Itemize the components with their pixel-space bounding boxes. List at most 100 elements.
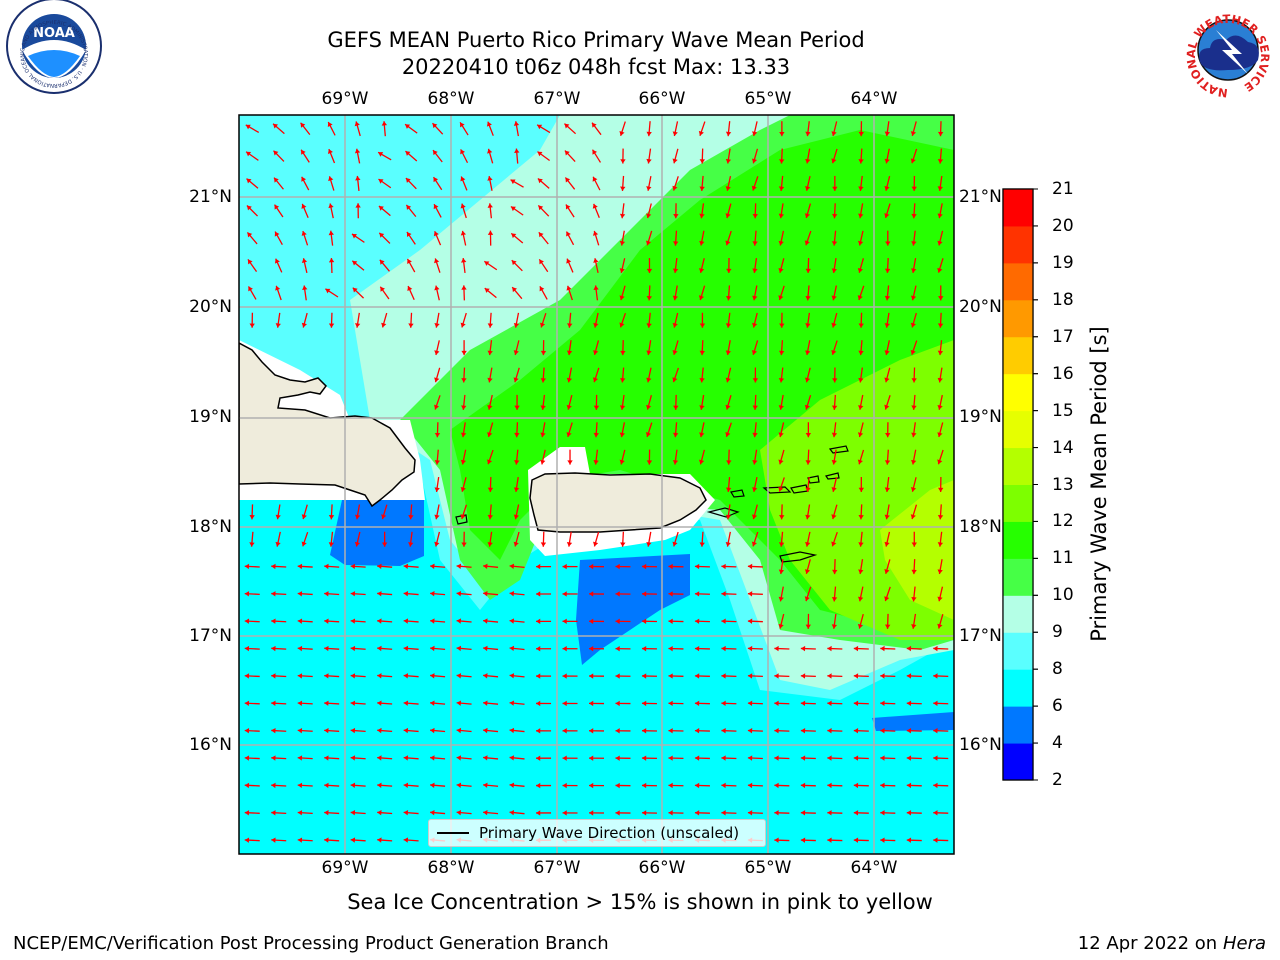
colorbar-bin (1003, 558, 1033, 596)
wave-arrow-head (589, 782, 594, 789)
wave-arrow-head (456, 591, 462, 597)
wave-arrow-head (593, 322, 599, 328)
wave-arrow-head (937, 267, 943, 273)
wave-arrow-head (672, 158, 678, 164)
wave-arrow-head (725, 186, 731, 191)
wave-arrow-head (937, 596, 943, 602)
wave-arrow-head (721, 591, 726, 597)
wave-arrow-head (620, 159, 626, 164)
colorbar-tick-label: 16 (1052, 363, 1074, 384)
wave-arrow-head (562, 700, 567, 707)
wave-arrow-head (937, 623, 943, 629)
wave-arrow-head (562, 646, 567, 652)
wave-arrow-head (721, 755, 726, 761)
wave-arrow-head (430, 673, 435, 679)
wave-arrow-head (747, 810, 753, 816)
wave-arrow-head (324, 782, 329, 789)
wave-arrow-head (512, 287, 518, 293)
colorbar-tick-label: 4 (1052, 733, 1063, 754)
wave-arrow-head (752, 378, 759, 383)
wave-arrow-head (668, 782, 673, 789)
wave-arrow-head (699, 350, 705, 356)
wave-arrow-head (858, 323, 864, 328)
wave-arrow-head (646, 186, 652, 191)
wave-arrow-head (536, 728, 541, 734)
wave-arrow-head (591, 122, 597, 128)
wave-arrow-head (328, 258, 335, 263)
wave-arrow-head (461, 258, 467, 263)
wave-arrow-head (853, 728, 859, 734)
lat-label-left-21n: 21°N (189, 187, 232, 207)
wave-arrow-head (461, 542, 467, 547)
wave-arrow-head (880, 645, 885, 652)
wave-arrow-head (460, 514, 466, 520)
wave-arrow-head (271, 782, 276, 789)
wave-arrow-head (271, 591, 276, 597)
wave-arrow-head (274, 177, 279, 183)
wave-arrow-head (933, 673, 938, 679)
wave-arrow-head (641, 782, 647, 789)
wave-arrow-head (249, 542, 255, 547)
lat-label-right-20n: 20°N (959, 297, 1002, 317)
wave-arrow-head (668, 673, 673, 679)
wave-arrow-head (511, 233, 517, 239)
wave-arrow-head (355, 323, 361, 328)
wave-arrow-head (325, 288, 331, 294)
wave-arrow-head (641, 645, 647, 652)
wave-arrow-head (271, 727, 276, 734)
wave-arrow-head (725, 377, 731, 383)
wave-arrow-head (778, 240, 784, 246)
gridlines (239, 115, 954, 854)
wave-arrow-head (509, 563, 515, 569)
wave-arrow-head (615, 700, 620, 707)
wave-arrow-head (301, 258, 308, 263)
wave-arrow-head (248, 286, 253, 292)
wave-arrow-head (562, 673, 567, 679)
wave-arrow-head (484, 261, 490, 266)
wave-arrow-head (779, 159, 785, 164)
wave-arrow-head (694, 755, 700, 761)
wave-arrow-head (884, 569, 890, 574)
wave-arrow-head (725, 158, 732, 164)
colorbar-tick-label: 6 (1052, 696, 1063, 717)
wave-arrow-head (536, 782, 541, 789)
wave-arrow-head (747, 563, 753, 570)
wave-arrow-head (301, 541, 307, 547)
wave-arrow-head (619, 322, 625, 328)
wave-arrow-head (694, 618, 700, 624)
wave-arrow-head (779, 515, 785, 520)
wave-arrow-head (271, 755, 276, 761)
wave-arrow-head (751, 185, 757, 191)
wave-arrow-head (433, 204, 439, 210)
wave-arrow-head (752, 268, 758, 273)
wave-arrow-head (699, 432, 705, 438)
wave-arrow-head (593, 405, 600, 410)
wave-arrow-head (536, 810, 541, 816)
lon-label-top-66w: 66°W (638, 89, 686, 109)
wave-arrow-head (884, 350, 890, 355)
wave-arrow-head (668, 700, 673, 707)
colorbar-bin (1003, 595, 1033, 633)
wave-arrow-head (646, 296, 652, 301)
wave-arrow-head (620, 378, 626, 383)
wave-arrow-head (937, 186, 943, 191)
wave-arrow-head (694, 728, 700, 734)
wave-arrow-head (246, 205, 252, 211)
colorbar-bin (1003, 669, 1033, 707)
wave-arrow-head (592, 377, 599, 383)
wave-arrow-head (885, 432, 891, 438)
wave-arrow-head (460, 459, 467, 465)
wave-arrow-head (938, 296, 944, 301)
wave-arrow-head (800, 673, 806, 679)
wave-arrow-head (433, 177, 439, 183)
wave-arrow-head (589, 563, 594, 570)
wave-arrow-head (694, 673, 700, 679)
wave-arrow-head (615, 755, 620, 761)
wave-arrow-head (487, 148, 493, 154)
wave-arrow-head (885, 241, 891, 246)
wave-arrow-head (274, 231, 280, 237)
wave-arrow-head (641, 563, 647, 570)
wave-arrow-head (672, 268, 679, 273)
wave-arrow-head (403, 673, 409, 679)
wave-arrow-head (857, 267, 863, 273)
